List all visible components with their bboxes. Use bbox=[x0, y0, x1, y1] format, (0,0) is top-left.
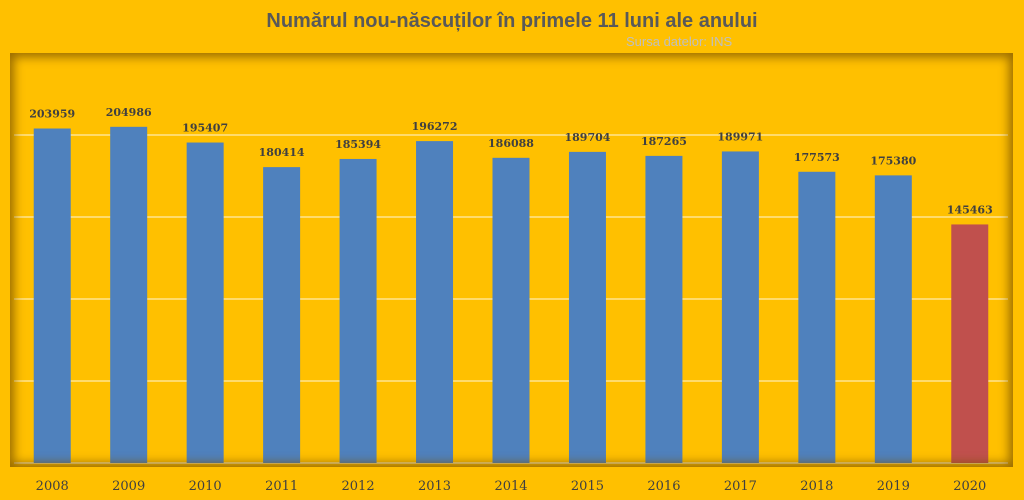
x-tick-label-2014: 2014 bbox=[494, 479, 527, 494]
x-tick-label-2013: 2013 bbox=[418, 479, 451, 494]
data-label-2009: 204986 bbox=[106, 106, 152, 119]
bar-2012 bbox=[339, 158, 377, 463]
x-tick-label-2016: 2016 bbox=[647, 479, 680, 494]
tick-layer: 2008 2009 2010 2011 2012 2013 2014 2015 2016 2017… bbox=[36, 479, 987, 494]
x-tick-label-2011: 2011 bbox=[265, 479, 298, 494]
bar-2018 bbox=[798, 171, 836, 463]
data-label-2020: 145463 bbox=[947, 203, 993, 216]
data-label-2008: 203959 bbox=[29, 108, 75, 121]
bar-2020 bbox=[951, 224, 989, 463]
x-tick-label-2019: 2019 bbox=[877, 479, 910, 494]
bar-2015 bbox=[568, 151, 606, 463]
bar-2008 bbox=[33, 128, 71, 463]
source-note: Sursa datelor: INS bbox=[626, 34, 733, 49]
bar-2009 bbox=[110, 126, 148, 463]
x-tick-label-2012: 2012 bbox=[342, 479, 375, 494]
x-tick-label-2018: 2018 bbox=[800, 479, 833, 494]
data-label-2018: 177573 bbox=[794, 151, 840, 164]
x-tick-label-2017: 2017 bbox=[724, 479, 757, 494]
data-label-2013: 196272 bbox=[412, 120, 458, 133]
label-layer: 203959 204986 195407 180414 185394 196272 1860… bbox=[29, 106, 992, 217]
data-label-2016: 187265 bbox=[641, 135, 687, 148]
bar-2016 bbox=[645, 155, 683, 463]
bar-2013 bbox=[416, 141, 454, 463]
data-label-2017: 189971 bbox=[717, 130, 763, 143]
bar-2010 bbox=[186, 142, 224, 463]
data-label-2012: 185394 bbox=[335, 138, 381, 151]
data-label-2015: 189704 bbox=[564, 131, 610, 144]
bar-2011 bbox=[263, 167, 301, 463]
x-tick-label-2010: 2010 bbox=[189, 479, 222, 494]
x-tick-label-2020: 2020 bbox=[953, 479, 986, 494]
data-label-2010: 195407 bbox=[182, 122, 228, 135]
bar-2014 bbox=[492, 157, 530, 463]
bar-2017 bbox=[721, 151, 759, 463]
chart-title: Numărul nou-născuților în primele 11 lun… bbox=[266, 10, 758, 32]
bar-2019 bbox=[874, 175, 912, 463]
data-label-2019: 175380 bbox=[870, 154, 916, 167]
x-tick-label-2015: 2015 bbox=[571, 479, 604, 494]
x-tick-label-2008: 2008 bbox=[36, 479, 69, 494]
bar-layer bbox=[33, 126, 989, 463]
data-label-2011: 180414 bbox=[259, 146, 305, 159]
data-label-2014: 186088 bbox=[488, 137, 534, 150]
x-tick-label-2009: 2009 bbox=[112, 479, 145, 494]
